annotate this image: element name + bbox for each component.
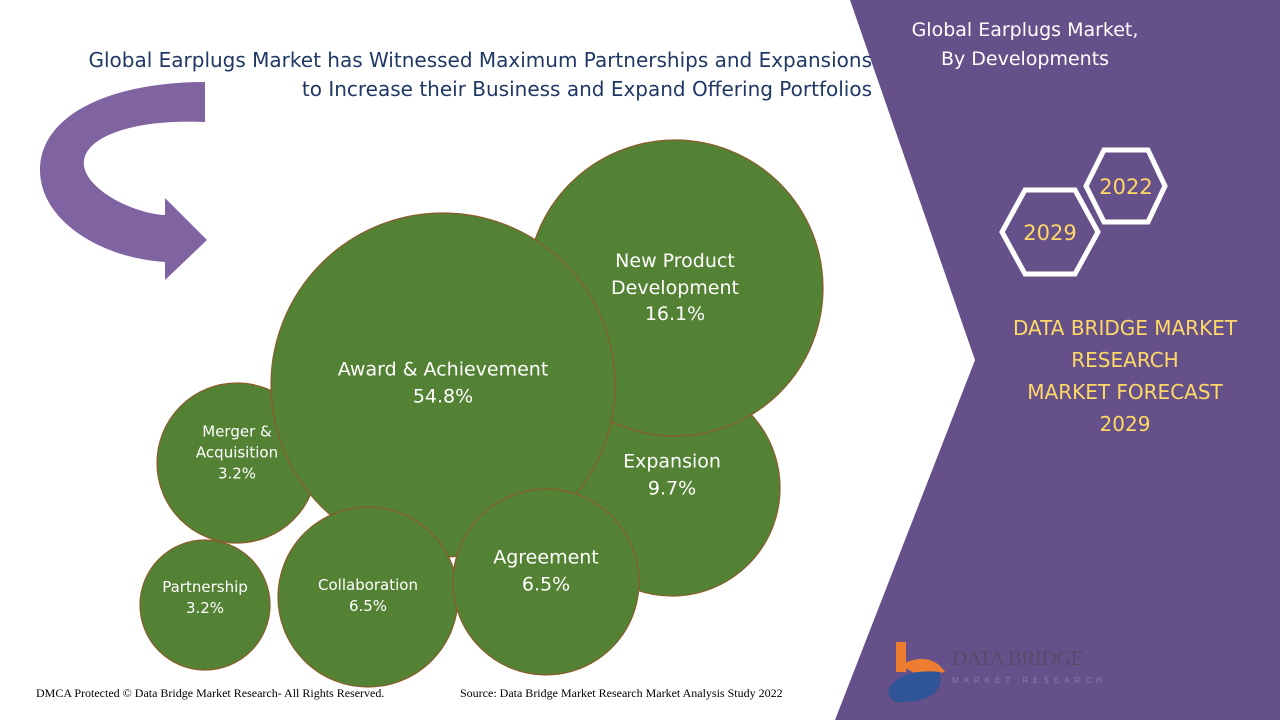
title-line-2: to Increase their Business and Expand Of… — [301, 77, 872, 101]
bubble-category: Expansion — [623, 450, 721, 473]
copyright-text: DMCA Protected © Data Bridge Market Rese… — [36, 686, 385, 700]
bubble-value: 16.1% — [644, 303, 706, 326]
side-title-line-2: By Developments — [940, 48, 1110, 70]
bubble-category: New Product Development — [611, 250, 739, 299]
brand-line: MARKET FORECAST — [1027, 380, 1223, 404]
hexagon-2029-icon — [999, 187, 1101, 277]
bubble-category: Agreement — [493, 546, 599, 569]
bubble-value: 54.8% — [412, 385, 474, 407]
bubble-value: 6.5% — [348, 597, 388, 615]
bubble-label: Partnership 3.2% — [162, 577, 248, 619]
bubble-label: Expansion 9.7% — [623, 448, 721, 501]
logo-subtext: MARKET RESEARCH — [952, 676, 1107, 685]
bubble-category: Partnership — [162, 578, 248, 596]
bubble-label: Agreement 6.5% — [493, 544, 599, 597]
source-text: Source: Data Bridge Market Research Mark… — [460, 686, 783, 700]
bubble-value: 9.7% — [647, 477, 697, 499]
side-panel-title: Global Earplugs Market, By Developments — [855, 16, 1195, 74]
bubble-partnership — [139, 539, 271, 671]
brand-line: 2029 — [1099, 412, 1151, 436]
bubble-label: Merger & Acquisition 3.2% — [196, 422, 278, 485]
bubble-value: 3.2% — [185, 599, 225, 617]
logo-text: DATA BRIDGE — [952, 646, 1084, 670]
brand-forecast-text: DATA BRIDGE MARKET RESEARCH MARKET FOREC… — [960, 312, 1280, 440]
bubble-label: Collaboration 6.5% — [318, 575, 418, 617]
bubble-agreement — [452, 488, 640, 676]
bubble-value: 6.5% — [521, 573, 571, 595]
bubble-category: Award & Achievement — [337, 358, 549, 381]
bubble-label: Award & Achievement 54.8% — [338, 356, 549, 409]
curved-arrow-icon — [40, 82, 207, 280]
brand-line: RESEARCH — [1071, 348, 1179, 372]
side-title-line-1: Global Earplugs Market, — [911, 19, 1139, 41]
logo-icon — [888, 642, 945, 703]
brand-line: DATA BRIDGE MARKET — [1012, 316, 1238, 340]
title-line-1: Global Earplugs Market has Witnessed Max… — [88, 48, 872, 72]
bubble-value: 3.2% — [217, 464, 257, 483]
side-panel — [835, 0, 1280, 720]
hexagon-2022-icon — [1083, 147, 1168, 225]
year-2022-label: 2022 — [1099, 175, 1153, 199]
bubble-label: New Product Development 16.1% — [611, 248, 739, 328]
year-2029-label: 2029 — [1023, 221, 1077, 245]
page-title: Global Earplugs Market has Witnessed Max… — [88, 46, 872, 104]
bubble-category: Merger & Acquisition — [195, 422, 279, 462]
bubble-category: Collaboration — [318, 576, 418, 594]
